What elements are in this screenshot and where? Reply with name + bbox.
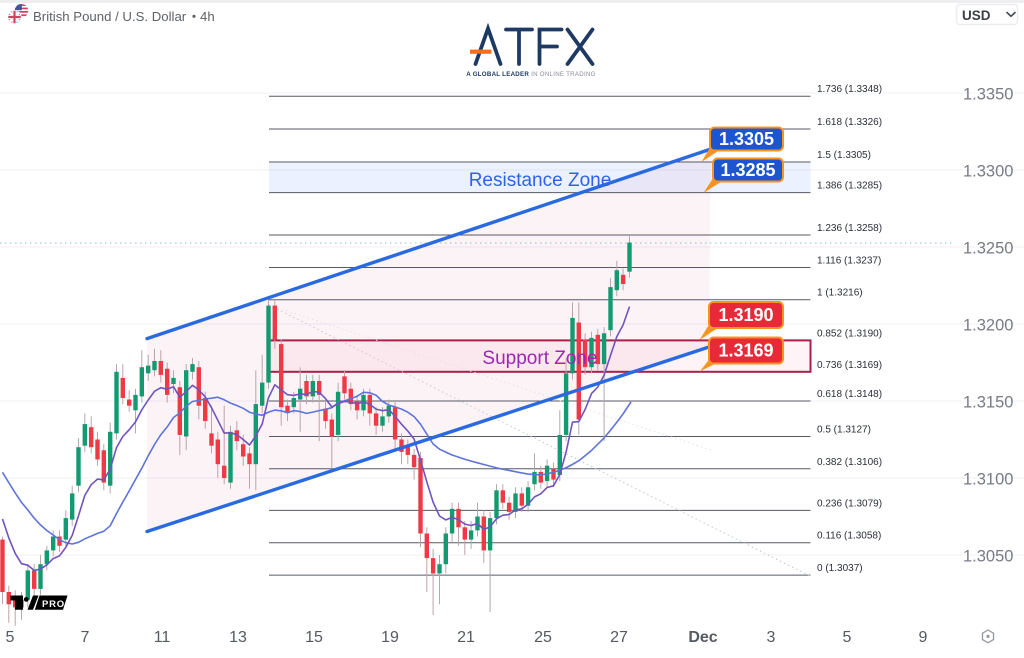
svg-text:0.852 (1.3190): 0.852 (1.3190) [817, 328, 882, 339]
svg-text:Dec: Dec [688, 629, 717, 646]
svg-text:1.3250: 1.3250 [963, 240, 1013, 258]
svg-text:0.236 (1.3079): 0.236 (1.3079) [817, 498, 882, 509]
svg-text:27: 27 [610, 629, 628, 646]
svg-text:5: 5 [6, 629, 15, 646]
svg-text:1.3150: 1.3150 [963, 394, 1013, 412]
svg-text:13: 13 [229, 629, 247, 646]
svg-text:1.3190: 1.3190 [718, 305, 773, 325]
svg-text:11: 11 [154, 629, 171, 646]
svg-text:1.236 (1.3258): 1.236 (1.3258) [817, 223, 882, 234]
svg-text:4h: 4h [200, 9, 215, 24]
svg-text:3: 3 [767, 629, 776, 646]
svg-text:1.3200: 1.3200 [963, 317, 1013, 335]
svg-text:1.3050: 1.3050 [963, 548, 1013, 566]
svg-text:0.116 (1.3058): 0.116 (1.3058) [817, 531, 881, 542]
svg-text:1 (1.3216): 1 (1.3216) [817, 288, 863, 299]
svg-text:USD: USD [962, 8, 991, 23]
svg-text:7: 7 [81, 629, 90, 646]
svg-text:0.5 (1.3127): 0.5 (1.3127) [817, 425, 871, 436]
svg-text:1.116 (1.3237): 1.116 (1.3237) [817, 256, 881, 267]
svg-text:1.3285: 1.3285 [720, 160, 775, 180]
svg-text:1.618 (1.3326): 1.618 (1.3326) [817, 117, 882, 128]
svg-text:1.3350: 1.3350 [963, 86, 1013, 104]
svg-text:1.3100: 1.3100 [963, 471, 1013, 489]
svg-text:19: 19 [381, 629, 399, 646]
svg-text:9: 9 [919, 629, 928, 646]
svg-text:Resistance Zone: Resistance Zone [469, 170, 612, 191]
svg-text:1.3300: 1.3300 [963, 163, 1013, 181]
svg-text:1.5 (1.3305): 1.5 (1.3305) [817, 150, 871, 161]
svg-text:0.618 (1.3148): 0.618 (1.3148) [817, 389, 882, 400]
svg-text:25: 25 [534, 629, 552, 646]
svg-text:1.3169: 1.3169 [718, 341, 773, 361]
svg-text:Support Zone: Support Zone [482, 348, 597, 369]
svg-text:21: 21 [457, 629, 475, 646]
svg-text:1.386 (1.3285): 1.386 (1.3285) [817, 181, 882, 192]
svg-text:British Pound / U.S. Dollar: British Pound / U.S. Dollar [33, 9, 187, 24]
svg-text:0.382 (1.3106): 0.382 (1.3106) [817, 457, 882, 468]
svg-text:1.3305: 1.3305 [719, 129, 774, 149]
svg-text:0.736 (1.3169): 0.736 (1.3169) [817, 360, 882, 371]
svg-text:1.736 (1.3348): 1.736 (1.3348) [817, 84, 882, 95]
svg-text:5: 5 [843, 629, 852, 646]
svg-text:PRO: PRO [42, 599, 65, 610]
svg-text:A GLOBAL LEADER IN ONLINE TRAD: A GLOBAL LEADER IN ONLINE TRADING [466, 71, 596, 78]
svg-text:15: 15 [305, 629, 323, 646]
svg-text:0 (1.3037): 0 (1.3037) [817, 563, 863, 574]
